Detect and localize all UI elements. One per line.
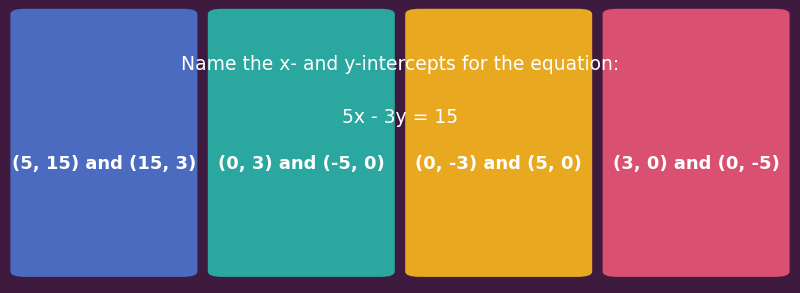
FancyBboxPatch shape bbox=[602, 9, 790, 277]
Text: (3, 0) and (0, -5): (3, 0) and (0, -5) bbox=[613, 155, 779, 173]
Text: 5x - 3y = 15: 5x - 3y = 15 bbox=[342, 108, 458, 127]
Text: Name the x- and y-intercepts for the equation:: Name the x- and y-intercepts for the equ… bbox=[181, 55, 619, 74]
Text: (0, 3) and (-5, 0): (0, 3) and (-5, 0) bbox=[218, 155, 385, 173]
Text: (0, -3) and (5, 0): (0, -3) and (5, 0) bbox=[415, 155, 582, 173]
FancyBboxPatch shape bbox=[10, 9, 198, 277]
FancyBboxPatch shape bbox=[406, 9, 592, 277]
FancyBboxPatch shape bbox=[208, 9, 395, 277]
Text: (5, 15) and (15, 3): (5, 15) and (15, 3) bbox=[12, 155, 196, 173]
